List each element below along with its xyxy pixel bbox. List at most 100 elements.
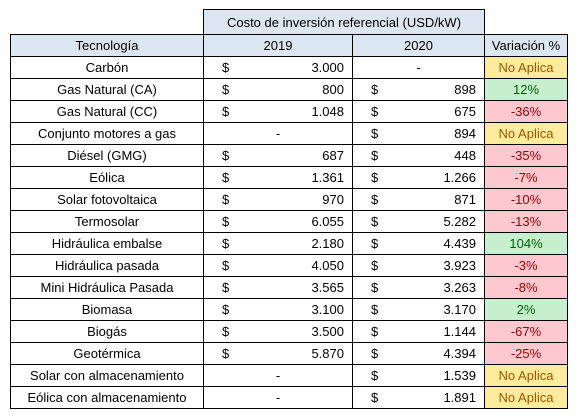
cost-cell: $3.000 bbox=[203, 56, 353, 79]
currency-symbol: $ bbox=[371, 324, 379, 339]
cost-cell: $871 bbox=[352, 188, 485, 211]
empty-value-cell: - bbox=[203, 364, 353, 387]
money-value: $4.394 bbox=[353, 346, 484, 361]
tech-cell: Gas Natural (CC) bbox=[10, 100, 204, 123]
cost-value: 4.050 bbox=[311, 258, 344, 273]
cost-cell: $3.500 bbox=[203, 320, 353, 343]
money-value: $3.565 bbox=[204, 280, 352, 295]
header-2020: 2020 bbox=[352, 34, 485, 57]
currency-symbol: $ bbox=[371, 214, 379, 229]
header-2019: 2019 bbox=[203, 34, 353, 57]
empty-value-cell: - bbox=[203, 386, 353, 409]
money-value: $970 bbox=[204, 192, 352, 207]
cost-cell: $3.170 bbox=[352, 298, 485, 321]
header-tech: Tecnología bbox=[10, 34, 204, 57]
cost-value: 3.923 bbox=[443, 258, 476, 273]
tech-cell: Hidráulica embalse bbox=[10, 232, 204, 255]
tech-cell: Mini Hidráulica Pasada bbox=[10, 276, 204, 299]
currency-symbol: $ bbox=[371, 148, 379, 163]
cost-value: 5.870 bbox=[311, 346, 344, 361]
table-row: Carbón $3.000- No Aplica bbox=[10, 56, 568, 79]
cost-value: 687 bbox=[322, 148, 344, 163]
variation-cell: -8% bbox=[484, 276, 568, 299]
currency-symbol: $ bbox=[371, 192, 379, 207]
cost-cell: $3.263 bbox=[352, 276, 485, 299]
table-row: Geotérmica $5.870 $4.394 -25% bbox=[10, 342, 568, 365]
cost-cell: $1.361 bbox=[203, 166, 353, 189]
cost-value: 970 bbox=[322, 192, 344, 207]
cost-value: 4.439 bbox=[443, 236, 476, 251]
tech-cell: Diésel (GMG) bbox=[10, 144, 204, 167]
tech-cell: Gas Natural (CA) bbox=[10, 78, 204, 101]
money-value: $3.923 bbox=[353, 258, 484, 273]
cost-cell: $675 bbox=[352, 100, 485, 123]
cost-cell: $800 bbox=[203, 78, 353, 101]
money-value: $448 bbox=[353, 148, 484, 163]
money-value: $3.170 bbox=[353, 302, 484, 317]
table-row: Conjunto motores a gas - $894 No Aplica bbox=[10, 122, 568, 145]
money-value: $3.500 bbox=[204, 324, 352, 339]
currency-symbol: $ bbox=[371, 258, 379, 273]
currency-symbol: $ bbox=[222, 324, 230, 339]
cost-value: 1.891 bbox=[443, 390, 476, 405]
table-row: Solar con almacenamiento - $1.539 No Aplica bbox=[10, 364, 568, 387]
empty-corner-cell-right bbox=[484, 9, 568, 35]
cost-cell: $1.539 bbox=[352, 364, 485, 387]
currency-symbol: $ bbox=[222, 104, 230, 119]
currency-symbol: $ bbox=[222, 214, 230, 229]
cost-cell: $3.923 bbox=[352, 254, 485, 277]
cost-cell: $4.394 bbox=[352, 342, 485, 365]
money-value: $800 bbox=[204, 82, 352, 97]
money-value: $3.100 bbox=[204, 302, 352, 317]
currency-symbol: $ bbox=[371, 390, 379, 405]
currency-symbol: $ bbox=[222, 192, 230, 207]
variation-cell: No Aplica bbox=[484, 364, 568, 387]
cost-value: 4.394 bbox=[443, 346, 476, 361]
variation-cell: -3% bbox=[484, 254, 568, 277]
currency-symbol: $ bbox=[222, 170, 230, 185]
cost-value: 6.055 bbox=[311, 214, 344, 229]
currency-symbol: $ bbox=[222, 280, 230, 295]
money-value: $5.282 bbox=[353, 214, 484, 229]
currency-symbol: $ bbox=[222, 346, 230, 361]
cost-cell: $4.439 bbox=[352, 232, 485, 255]
tech-cell: Geotérmica bbox=[10, 342, 204, 365]
currency-symbol: $ bbox=[222, 258, 230, 273]
cost-cell: $5.282 bbox=[352, 210, 485, 233]
cost-value: 898 bbox=[454, 82, 476, 97]
money-value: $675 bbox=[353, 104, 484, 119]
super-header-cell: Costo de inversión referencial (USD/kW) bbox=[203, 9, 485, 35]
money-value: $898 bbox=[353, 82, 484, 97]
cost-cell: $970 bbox=[203, 188, 353, 211]
currency-symbol: $ bbox=[371, 236, 379, 251]
currency-symbol: $ bbox=[371, 104, 379, 119]
variation-cell: No Aplica bbox=[484, 56, 568, 79]
currency-symbol: $ bbox=[371, 302, 379, 317]
table-row: Eólica con almacenamiento - $1.891 No Aplic… bbox=[10, 386, 568, 409]
cost-value: 3.500 bbox=[311, 324, 344, 339]
money-value: $894 bbox=[353, 126, 484, 141]
cost-value: 1.361 bbox=[311, 170, 344, 185]
cost-value: 871 bbox=[454, 192, 476, 207]
money-value: $687 bbox=[204, 148, 352, 163]
tech-cell: Hidráulica pasada bbox=[10, 254, 204, 277]
currency-symbol: $ bbox=[371, 368, 379, 383]
money-value: $6.055 bbox=[204, 214, 352, 229]
empty-value-cell: - bbox=[352, 56, 485, 79]
money-value: $4.439 bbox=[353, 236, 484, 251]
cost-value: 3.000 bbox=[311, 60, 344, 75]
variation-cell: 104% bbox=[484, 232, 568, 255]
variation-cell: -7% bbox=[484, 166, 568, 189]
currency-symbol: $ bbox=[222, 302, 230, 317]
money-value: $1.539 bbox=[353, 368, 484, 383]
header-row: Tecnología 2019 2020 Variación % bbox=[10, 34, 568, 57]
variation-cell: -36% bbox=[484, 100, 568, 123]
variation-cell: -67% bbox=[484, 320, 568, 343]
currency-symbol: $ bbox=[371, 126, 379, 141]
table-row: Biogás $3.500 $1.144 -67% bbox=[10, 320, 568, 343]
cost-value: 3.170 bbox=[443, 302, 476, 317]
currency-symbol: $ bbox=[371, 346, 379, 361]
variation-cell: 12% bbox=[484, 78, 568, 101]
variation-cell: -13% bbox=[484, 210, 568, 233]
currency-symbol: $ bbox=[222, 148, 230, 163]
